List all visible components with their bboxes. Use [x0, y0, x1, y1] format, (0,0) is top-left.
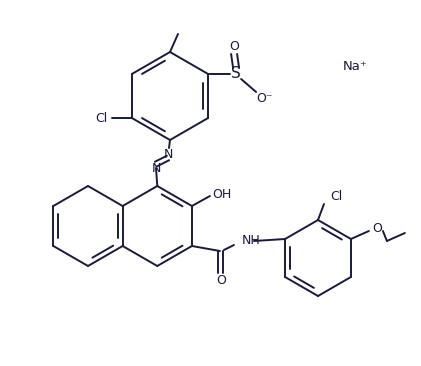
- Text: N: N: [163, 147, 173, 161]
- Text: NH: NH: [242, 235, 261, 247]
- Text: Na⁺: Na⁺: [343, 60, 368, 72]
- Text: O⁻: O⁻: [256, 93, 272, 105]
- Text: Cl: Cl: [95, 112, 107, 124]
- Text: O: O: [229, 40, 239, 52]
- Text: OH: OH: [212, 187, 232, 201]
- Text: N: N: [151, 161, 161, 175]
- Text: O: O: [372, 223, 382, 235]
- Text: O: O: [216, 274, 226, 288]
- Text: S: S: [231, 67, 241, 82]
- Text: Cl: Cl: [330, 190, 342, 203]
